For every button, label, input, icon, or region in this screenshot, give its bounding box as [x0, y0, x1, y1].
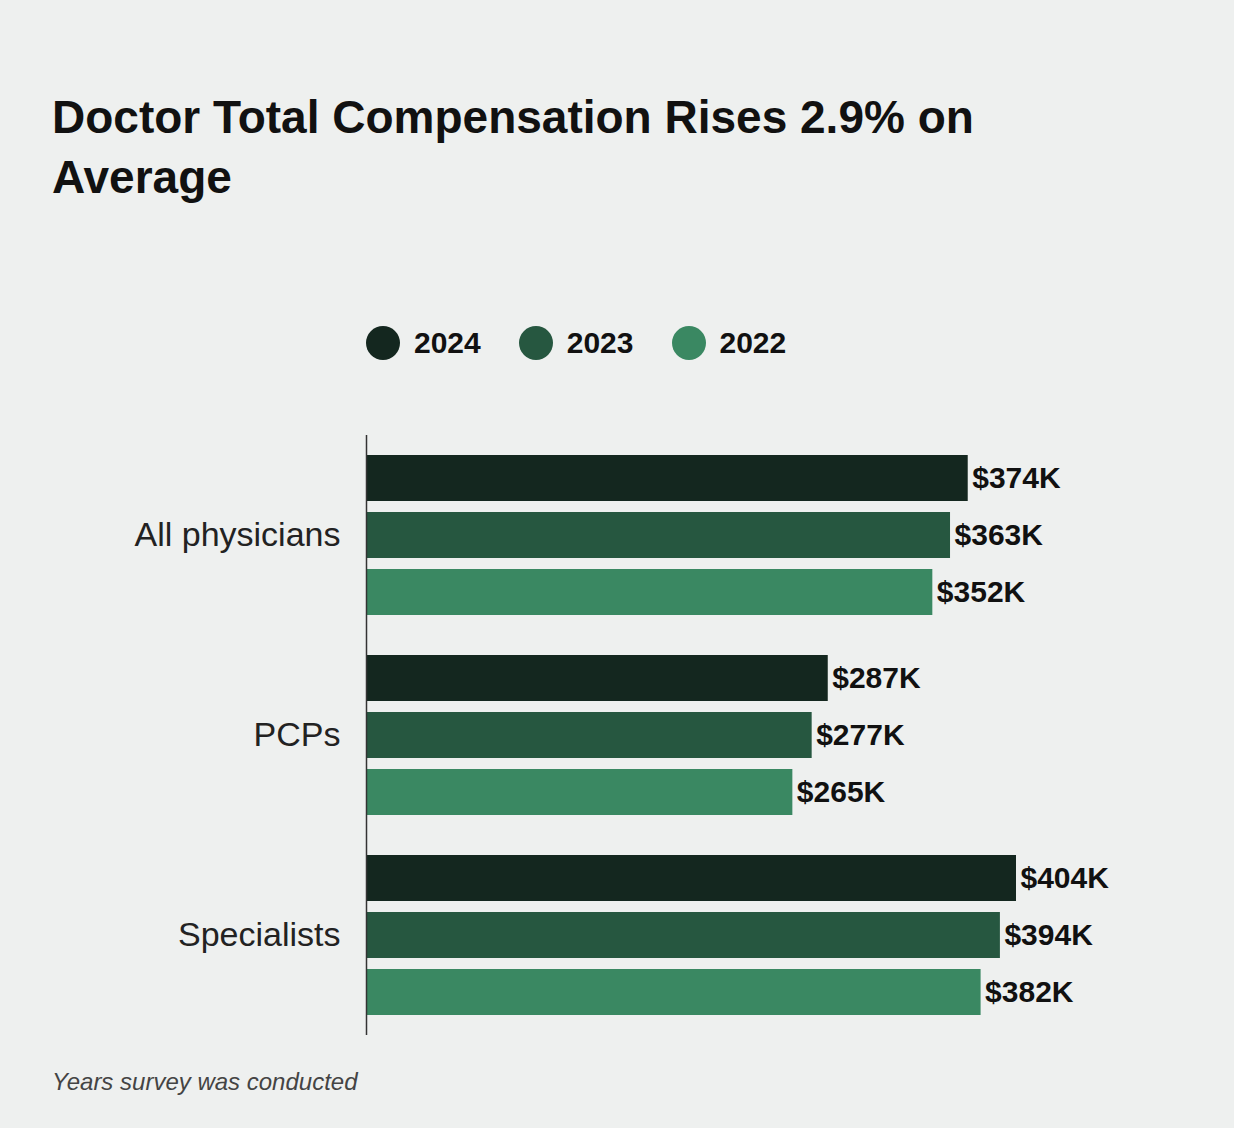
svg-text:$287K: $287K — [832, 661, 921, 694]
html-text:2022: 2022 — [719, 326, 787, 359]
html-text:2023: 2023 — [566, 326, 634, 359]
svg-text:$363K: $363K — [955, 518, 1044, 551]
svg-text:$265K: $265K — [797, 775, 886, 808]
html-text:2024: 2024 — [414, 326, 481, 359]
svg-text:All physicians: All physicians — [135, 515, 341, 553]
svg-text:Specialists: Specialists — [178, 915, 341, 953]
html-text:Doctor Total Compensation Rise: Doctor Total Compensation Rises 2.9% on … — [52, 91, 974, 203]
svg-text:$277K: $277K — [816, 718, 905, 751]
html-text:Years survey was conducted: Years survey was conducted — [52, 1068, 358, 1095]
svg-text:$404K: $404K — [1020, 861, 1109, 894]
svg-text:PCPs: PCPs — [254, 715, 341, 753]
svg-text:$374K: $374K — [972, 461, 1061, 494]
svg-text:$394K: $394K — [1004, 918, 1093, 951]
svg-text:$352K: $352K — [937, 575, 1026, 608]
svg-text:$382K: $382K — [985, 975, 1074, 1008]
